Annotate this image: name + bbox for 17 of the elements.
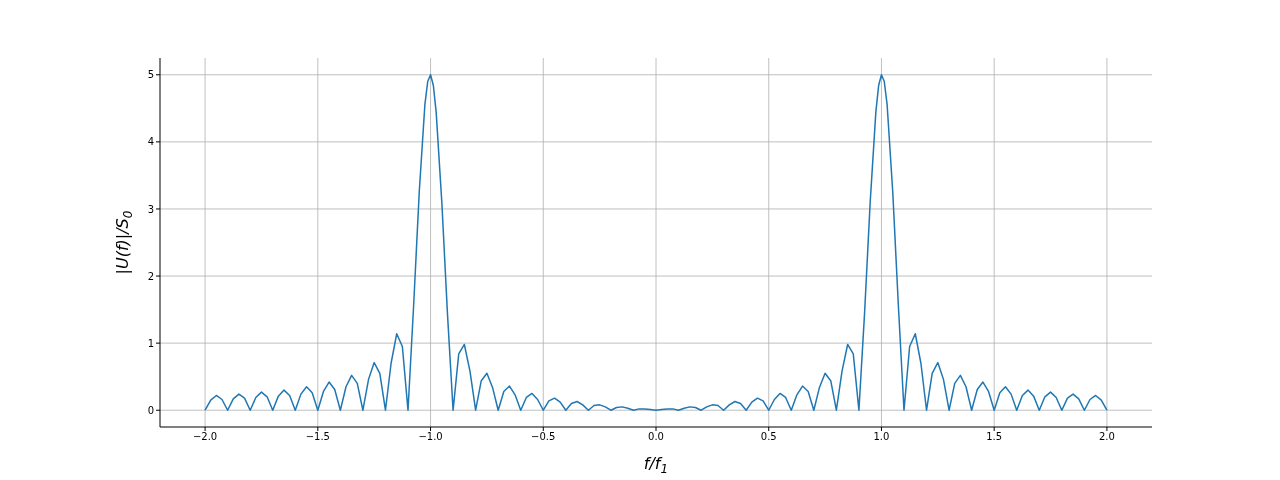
x-tick-label: −1.0 <box>418 431 443 443</box>
y-tick-label: 4 <box>147 136 154 148</box>
x-tick-label: 0.5 <box>760 431 777 443</box>
y-tick-label: 5 <box>147 69 154 81</box>
x-tick-label: −1.5 <box>305 431 330 443</box>
x-axis-title: f/f$_{1}$ <box>643 454 669 476</box>
line-series <box>204 74 1108 411</box>
x-tick-label: 2.0 <box>1098 431 1115 443</box>
y-tick-label: 2 <box>147 270 154 282</box>
y-tick-label: 1 <box>147 337 154 349</box>
y-tick-label: 3 <box>147 203 154 215</box>
x-tick-label: 0.0 <box>648 431 664 443</box>
x-tick-label: 1.5 <box>986 431 1003 443</box>
x-tick-label: −0.5 <box>531 431 556 443</box>
x-tick-label: 1.0 <box>873 431 890 443</box>
y-tick-label: 0 <box>147 404 154 416</box>
x-tick-label: −2.0 <box>192 431 218 443</box>
